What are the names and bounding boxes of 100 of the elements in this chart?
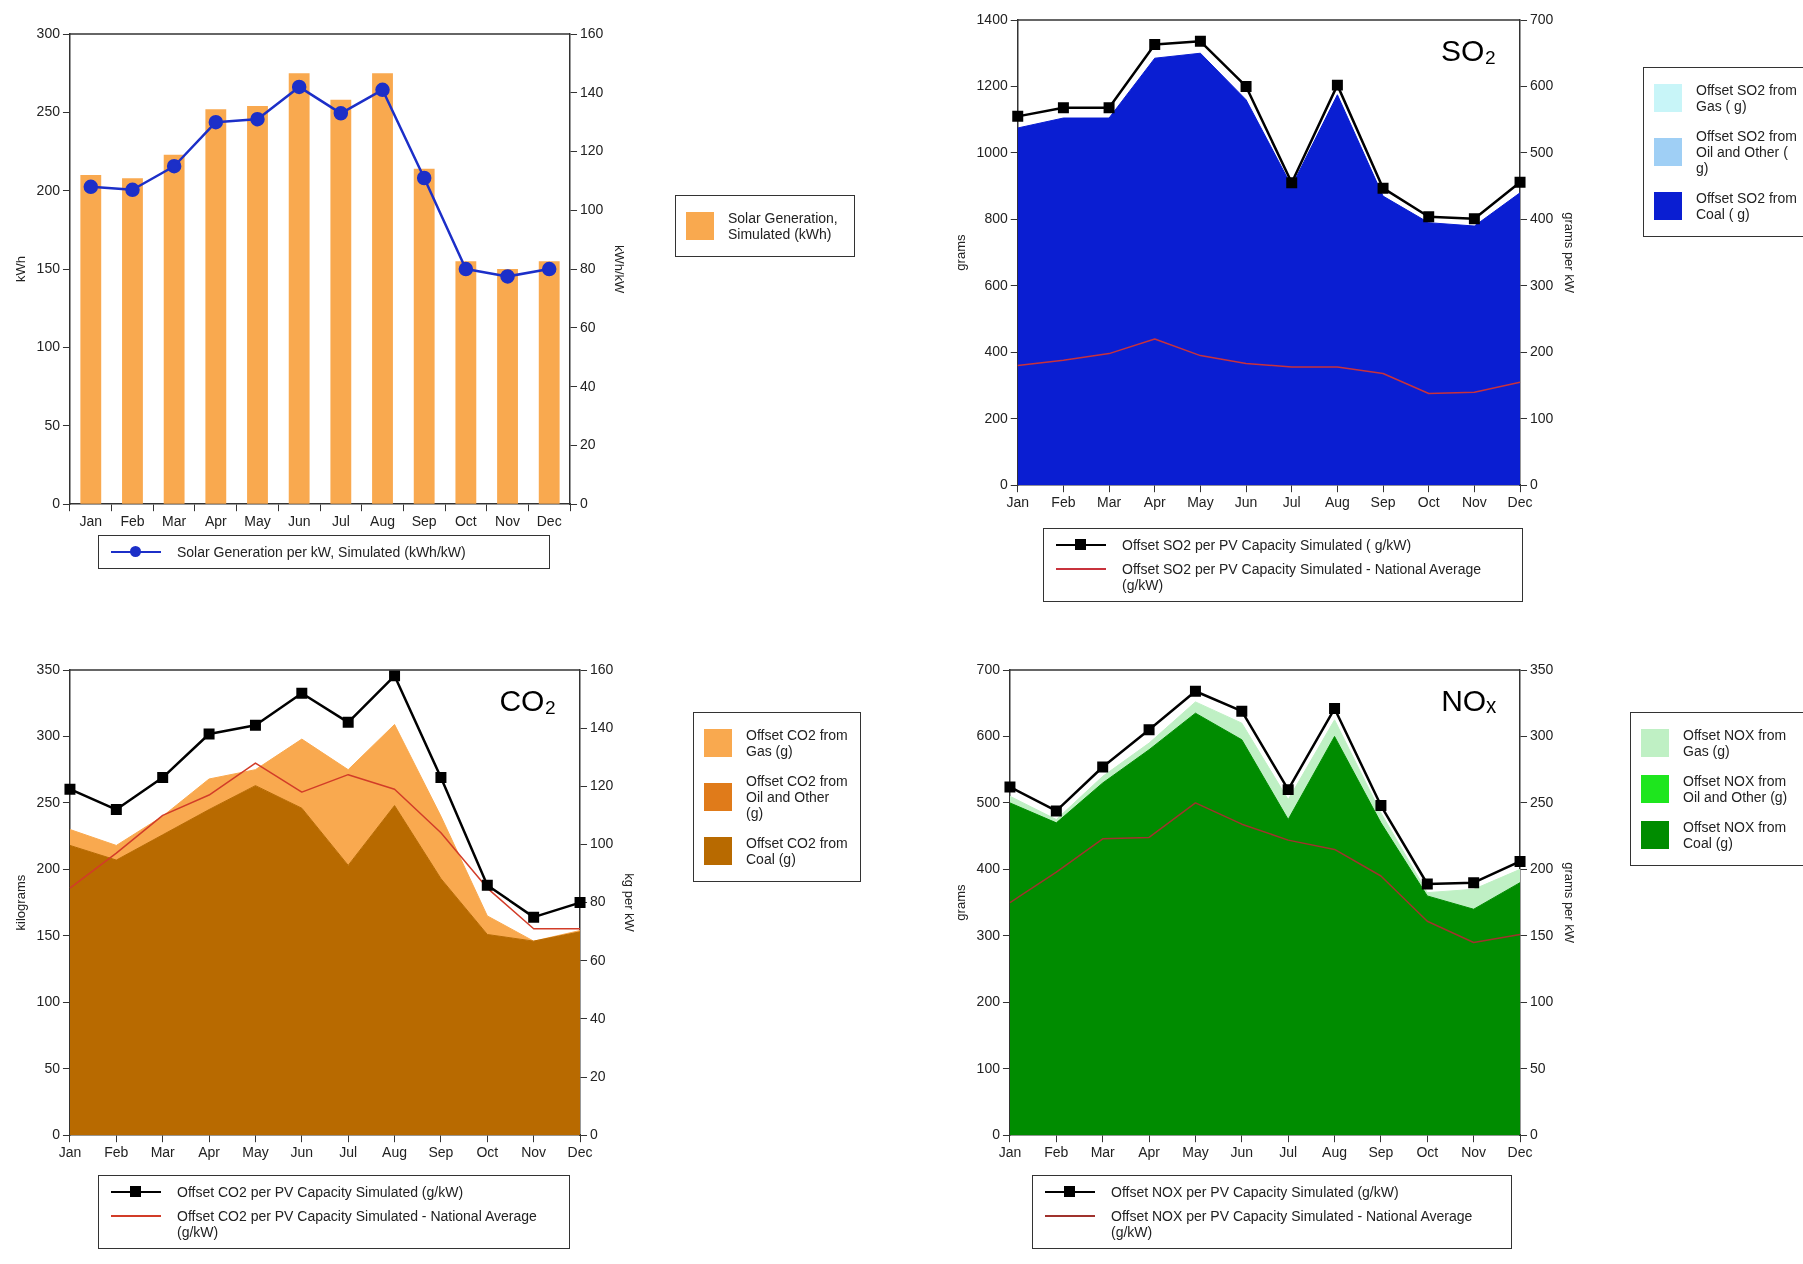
x-tick-label: Nov	[1461, 494, 1487, 511]
y-tick-label: 600	[984, 276, 1008, 293]
x-tick-label: Nov	[1461, 1144, 1487, 1161]
y2-tick-label: 60	[590, 951, 606, 968]
y-tick-label: 200	[976, 993, 1001, 1010]
point	[481, 879, 493, 891]
x-tick-label: Jul	[1282, 494, 1301, 511]
legend-label: Offset SO2 per PV Capacity Simulated ( g/kW)	[1122, 537, 1412, 553]
x-tick-label: Jun	[287, 513, 311, 530]
x-tick-label: Sep	[1368, 1144, 1394, 1161]
y2-tick-label: 100	[1530, 409, 1554, 426]
point	[110, 804, 122, 816]
x-tick-label: Feb	[1051, 494, 1076, 511]
legend-label: Offset NOX from Gas (g)	[1683, 727, 1788, 759]
x-tick-label: Nov	[495, 513, 520, 530]
y2-tick-label: 40	[580, 377, 596, 394]
x-tick-label: Aug	[370, 513, 395, 530]
legend-label: Offset NOX per PV Capacity Simulated (g/kW)	[1111, 1184, 1399, 1200]
y2-tick-label: 200	[1530, 343, 1554, 360]
bar	[497, 269, 518, 504]
y2-tick-label: 500	[1530, 143, 1554, 160]
y2-tick-label: 150	[1530, 926, 1554, 943]
y2-tick-label: 80	[590, 893, 606, 910]
legend-label: Offset NOX per PV Capacity Simulated - National Average (g/kW)	[1111, 1208, 1474, 1240]
x-tick-label: Nov	[521, 1144, 547, 1161]
point	[208, 114, 224, 130]
y2-axis-title: grams per kW	[1561, 862, 1577, 944]
point	[1103, 102, 1115, 114]
legend-label: Offset SO2 from Coal ( g)	[1696, 190, 1798, 222]
point	[342, 716, 354, 728]
y-axis-title: kilograms	[13, 874, 29, 931]
x-tick-label: May	[1187, 494, 1214, 511]
point	[166, 158, 182, 174]
point	[1194, 35, 1206, 47]
bar	[288, 73, 310, 504]
bar	[538, 261, 560, 504]
y-tick-label: 500	[976, 793, 1001, 810]
y-tick-label: 400	[976, 860, 1001, 877]
point	[1189, 685, 1201, 697]
point	[1236, 705, 1248, 717]
point	[1468, 213, 1480, 225]
y2-tick-label: 350	[1530, 660, 1554, 677]
y-tick-label: 1400	[976, 10, 1008, 27]
x-tick-label: May	[1182, 1144, 1209, 1161]
x-tick-label: Mar	[1090, 1144, 1116, 1161]
x-tick-label: Feb	[104, 1144, 129, 1161]
y2-axis-title: grams per kW	[1561, 212, 1577, 294]
y2-tick-label: 300	[1530, 276, 1554, 293]
point	[250, 111, 265, 127]
x-tick-label: Jul	[331, 513, 350, 530]
y2-tick-label: 600	[1530, 77, 1554, 94]
y-tick-label: 250	[36, 103, 61, 120]
x-tick-label: Jul	[1279, 1144, 1298, 1161]
y2-tick-label: 40	[590, 1009, 606, 1026]
point	[500, 269, 515, 284]
legend-label: Offset NOX from Oil and Other (g)	[1683, 773, 1789, 805]
point	[1468, 877, 1480, 889]
y2-tick-label: 160	[580, 24, 604, 41]
y2-tick-label: 120	[590, 777, 614, 794]
y2-tick-label: 0	[1530, 476, 1539, 493]
y-tick-label: 800	[984, 210, 1008, 227]
legend-label: Solar Generation, Simulated (kWh)	[728, 210, 839, 242]
x-tick-label: Sep	[411, 513, 437, 530]
point	[1004, 781, 1016, 793]
bar	[330, 99, 352, 504]
point	[83, 179, 99, 195]
annotation: SO₂	[1441, 34, 1497, 68]
y2-tick-label: 300	[1530, 727, 1554, 744]
y-tick-label: 300	[976, 926, 1001, 943]
point	[1377, 182, 1389, 194]
point	[1423, 211, 1435, 223]
y-axis-title: grams	[953, 234, 969, 271]
bar	[455, 261, 477, 504]
legend-label: Offset CO2 per PV Capacity Simulated - National Average (g/kW)	[177, 1208, 538, 1240]
point	[1240, 80, 1252, 92]
y2-tick-label: 100	[580, 201, 604, 218]
point	[1514, 176, 1526, 188]
point	[125, 182, 140, 197]
y2-tick-label: 0	[590, 1126, 599, 1143]
point	[1282, 784, 1294, 796]
y2-tick-label: 700	[1530, 10, 1554, 27]
x-tick-label: Dec	[536, 513, 562, 530]
y-tick-label: 0	[992, 1126, 1001, 1143]
x-tick-label: Mar	[1097, 494, 1122, 511]
y-tick-label: 400	[984, 343, 1008, 360]
bar	[413, 168, 435, 504]
y-tick-label: 150	[36, 259, 61, 276]
x-tick-label: Feb	[1044, 1144, 1069, 1161]
point	[1421, 878, 1433, 890]
point	[458, 261, 474, 277]
x-tick-label: Apr	[1143, 494, 1166, 511]
y2-tick-label: 200	[1530, 860, 1554, 877]
point	[1143, 724, 1155, 736]
bar	[372, 73, 393, 504]
x-tick-label: Aug	[1324, 494, 1350, 511]
y-tick-label: 100	[36, 338, 61, 355]
x-tick-label: Oct	[454, 513, 477, 530]
y-tick-label: 100	[976, 1059, 1001, 1076]
y-tick-label: 0	[52, 1126, 61, 1143]
legend-label: Offset SO2 from Oil and Other ( g)	[1696, 128, 1798, 176]
